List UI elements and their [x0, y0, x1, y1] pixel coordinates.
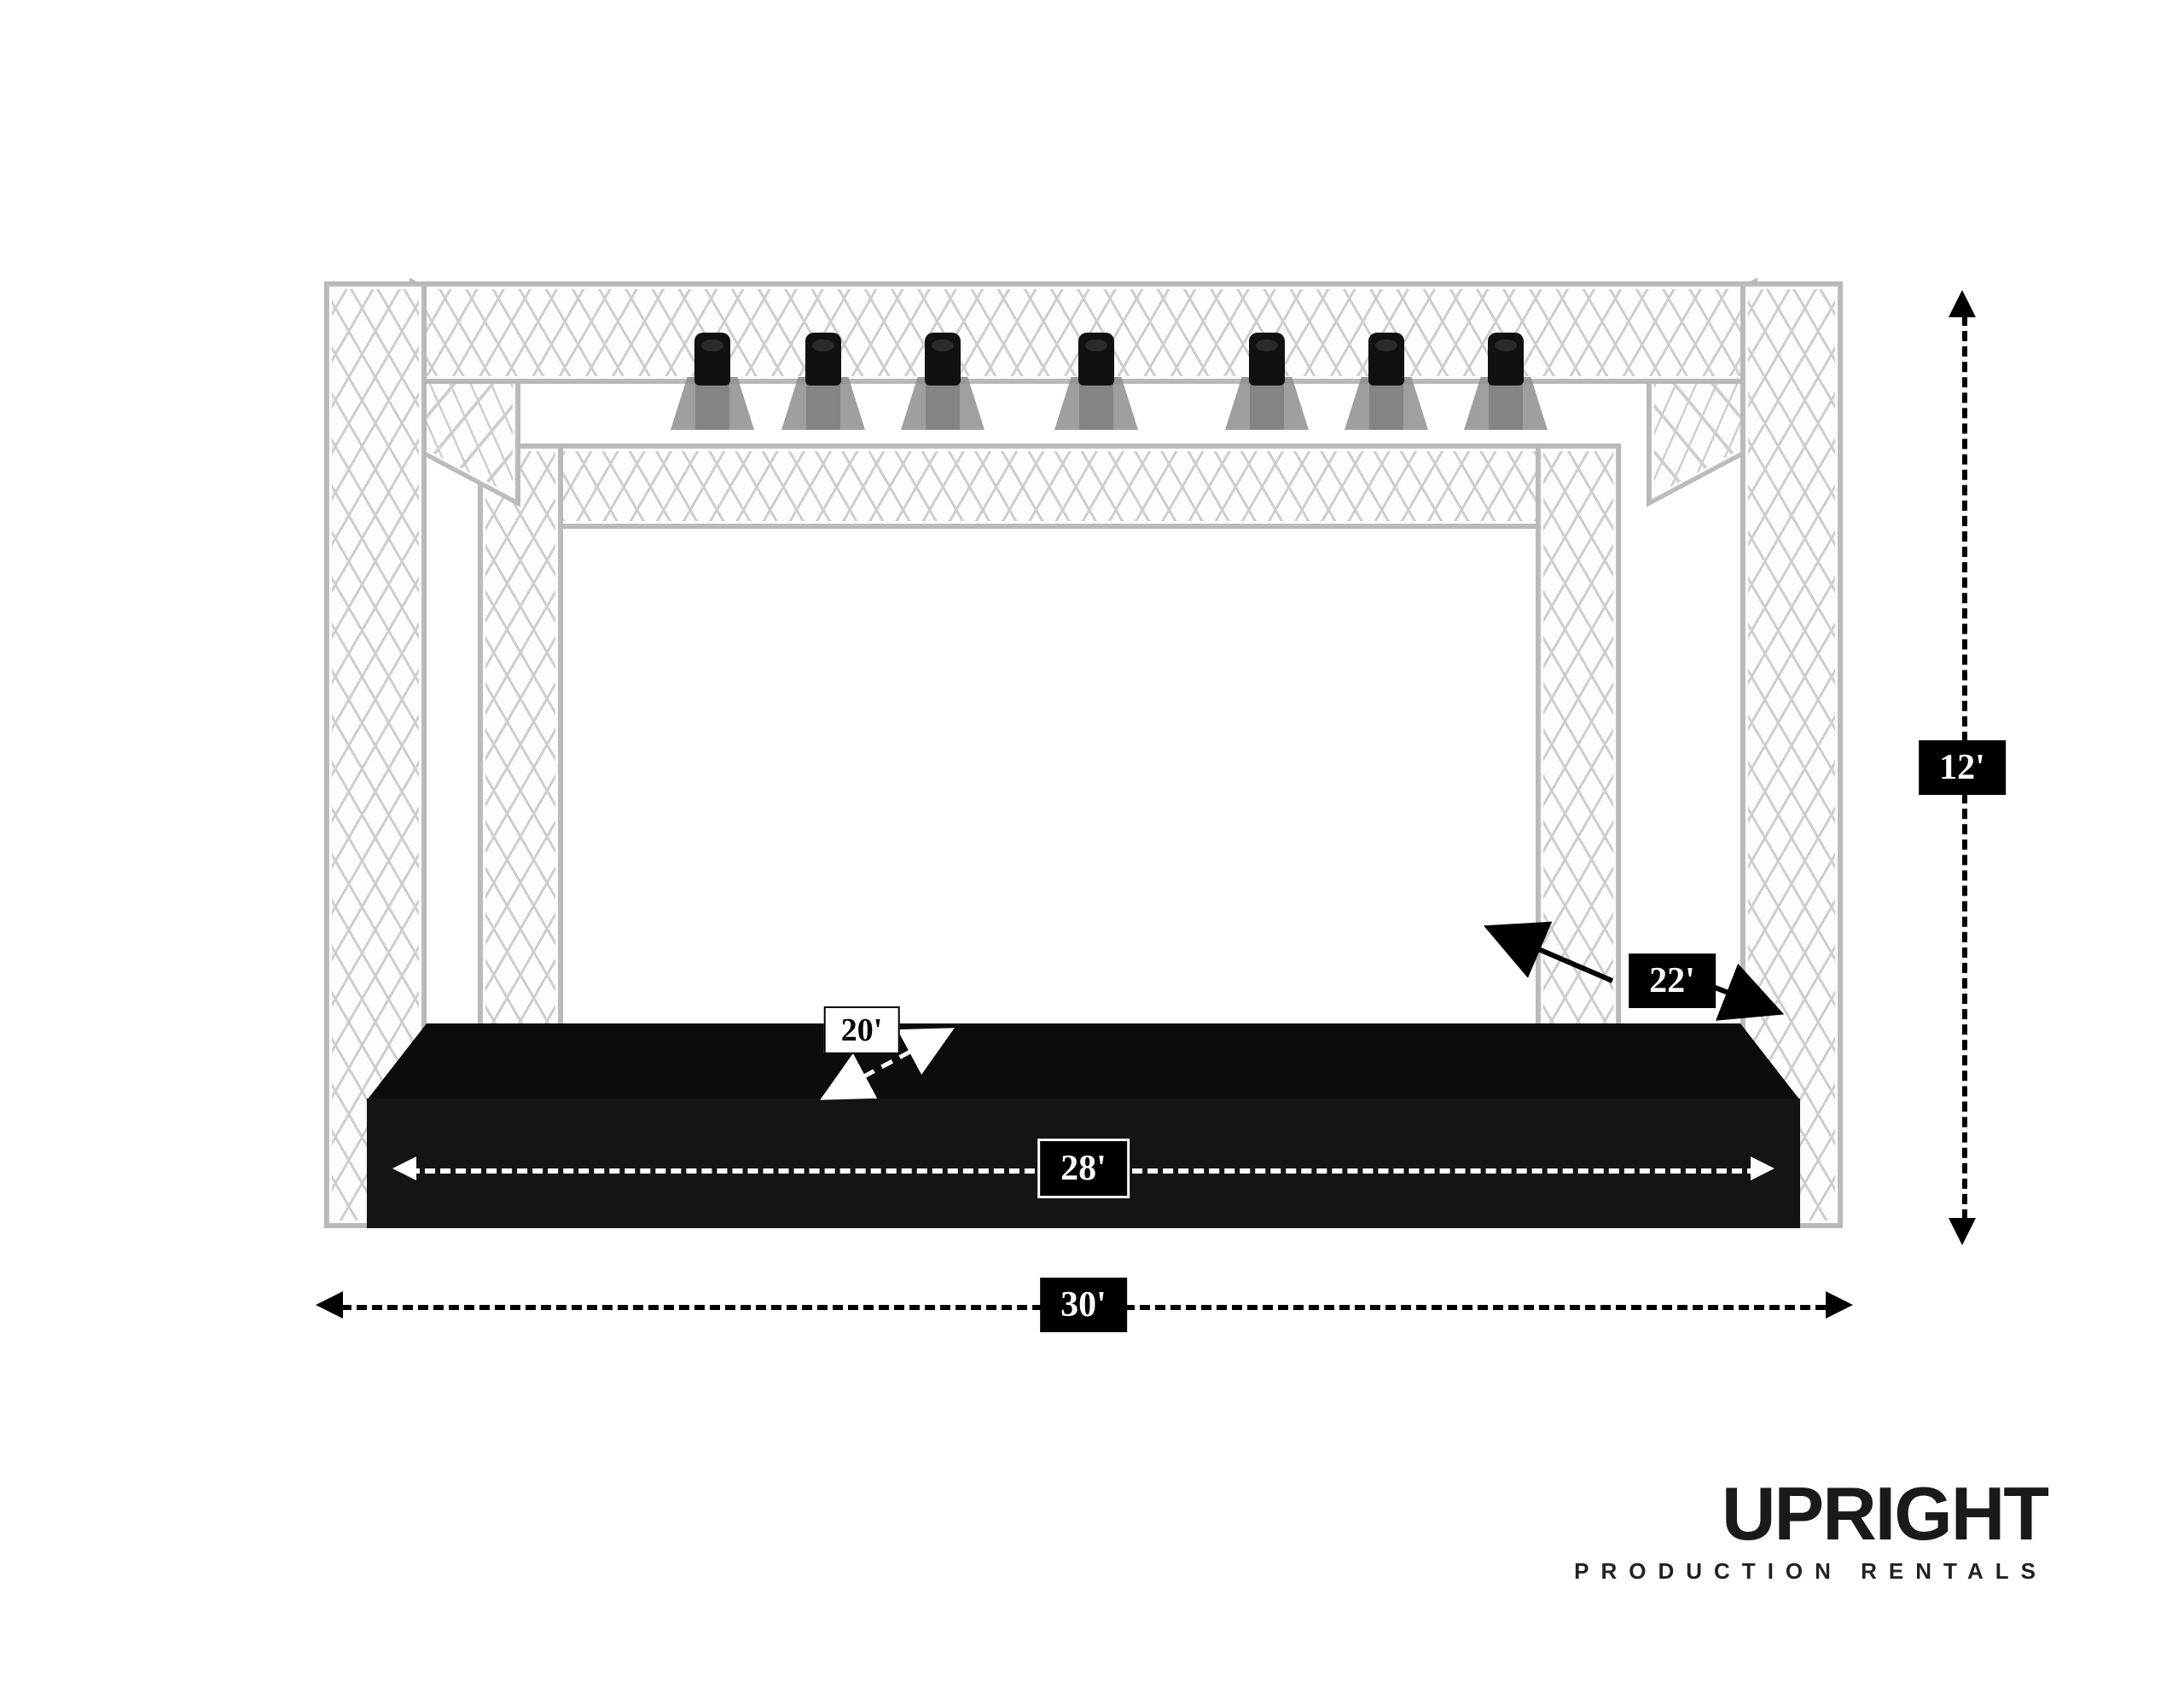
stage-light-icon — [674, 333, 751, 443]
stage-light-icon — [1228, 333, 1305, 443]
arrowhead-icon — [1949, 1218, 1976, 1245]
dimension-overall-width: 30' — [1040, 1278, 1127, 1332]
dimension-overall-height: 12' — [1919, 740, 2006, 795]
arrowhead-icon — [1949, 290, 1976, 317]
stage-light-icon — [904, 333, 981, 443]
stage-light-icon — [1467, 333, 1544, 443]
stage-light-icon — [1348, 333, 1425, 443]
brand-logo: UPRIGHT PRODUCTION RENTALS — [1574, 1476, 2048, 1585]
logo-sub-text: PRODUCTION RENTALS — [1574, 1558, 2048, 1585]
stage-diagram: 20' 28' 30' 12' 22' — [0, 0, 2184, 1687]
truss-rear-top — [478, 443, 1621, 529]
dimension-stage-depth: 20' — [824, 1006, 900, 1054]
stage-light-icon — [785, 333, 862, 443]
stage-light-icon — [1058, 333, 1135, 443]
truss-rear-left — [478, 443, 563, 1058]
arrowhead-icon — [1826, 1291, 1853, 1319]
arrowhead-icon — [392, 1157, 416, 1180]
dimension-truss-depth: 22' — [1629, 954, 1716, 1008]
arrowhead-icon — [1751, 1157, 1774, 1180]
logo-main-text: UPRIGHT — [1574, 1476, 2048, 1551]
arrowhead-icon — [316, 1291, 343, 1319]
dimension-stage-width: 28' — [1037, 1139, 1130, 1198]
